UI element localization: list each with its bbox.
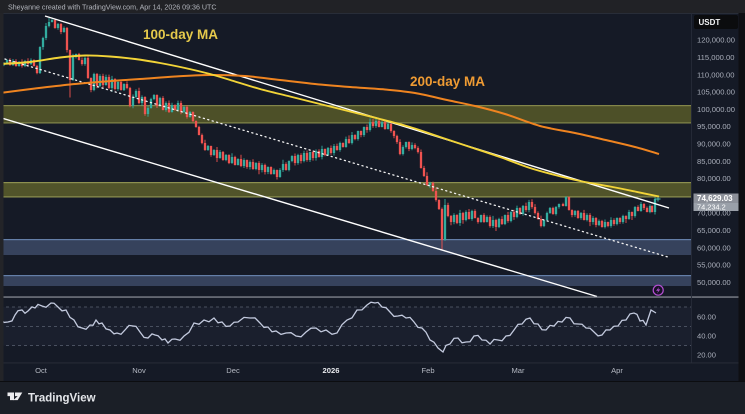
svg-text:Sheyanne created with TradingV: Sheyanne created with TradingView.com, A…	[8, 4, 216, 12]
svg-text:100,000.00: 100,000.00	[697, 105, 735, 114]
svg-text:200-day MA: 200-day MA	[410, 74, 485, 89]
svg-text:55,000.00: 55,000.00	[697, 261, 731, 270]
svg-text:Feb: Feb	[421, 366, 434, 375]
svg-text:USDT: USDT	[699, 18, 721, 27]
svg-text:74,629.03: 74,629.03	[697, 194, 733, 203]
svg-text:40.00: 40.00	[697, 331, 716, 340]
svg-text:70,000.00: 70,000.00	[697, 209, 731, 218]
svg-text:60.00: 60.00	[697, 312, 716, 321]
svg-text:Apr: Apr	[611, 366, 623, 375]
svg-text:80,000.00: 80,000.00	[697, 174, 731, 183]
svg-text:TradingView: TradingView	[28, 393, 96, 405]
svg-text:Nov: Nov	[132, 366, 146, 375]
svg-text:2026: 2026	[323, 366, 340, 375]
svg-text:65,000.00: 65,000.00	[697, 226, 731, 235]
svg-text:60,000.00: 60,000.00	[697, 243, 731, 252]
svg-text:85,000.00: 85,000.00	[697, 157, 731, 166]
svg-text:120,000.00: 120,000.00	[697, 36, 735, 45]
svg-text:110,000.00: 110,000.00	[697, 70, 734, 79]
svg-text:95,000.00: 95,000.00	[697, 122, 731, 131]
svg-text:20.00: 20.00	[697, 351, 716, 360]
svg-text:50,000.00: 50,000.00	[697, 278, 731, 287]
svg-text:105,000.00: 105,000.00	[697, 88, 735, 97]
svg-text:90,000.00: 90,000.00	[697, 140, 731, 149]
svg-text:100-day MA: 100-day MA	[143, 27, 218, 42]
svg-text:74,234.2: 74,234.2	[697, 202, 726, 211]
svg-text:Mar: Mar	[511, 366, 525, 375]
svg-text:Oct: Oct	[35, 366, 48, 375]
svg-text:115,000.00: 115,000.00	[697, 53, 734, 62]
svg-text:Dec: Dec	[226, 366, 240, 375]
